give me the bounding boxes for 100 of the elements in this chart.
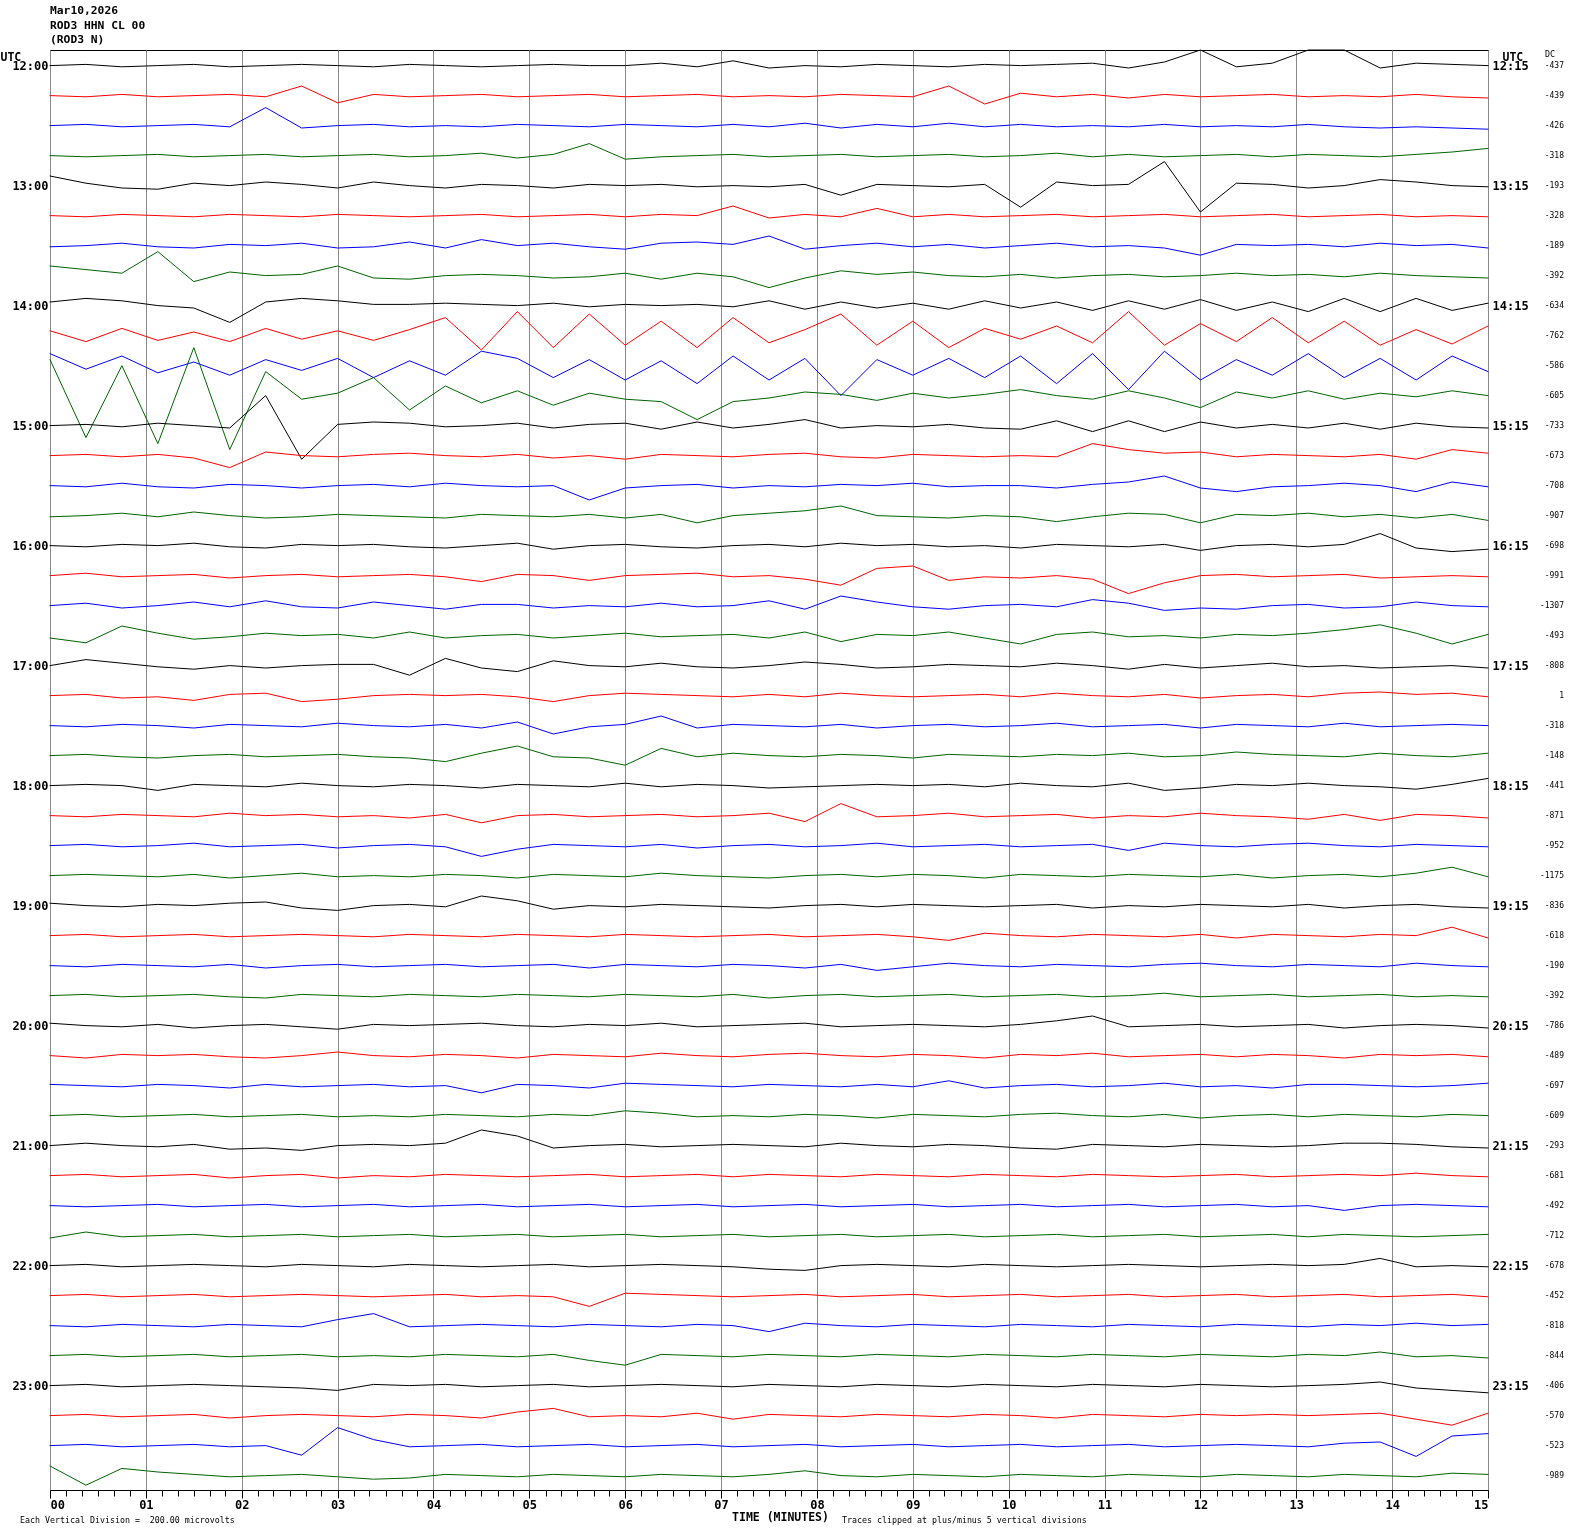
line-series — [49, 895, 1489, 911]
text: -189 — [1544, 241, 1564, 250]
text: -907 — [1544, 511, 1564, 520]
text: -786 — [1544, 1021, 1564, 1030]
line-series — [49, 657, 1489, 676]
line-series — [49, 1465, 1489, 1486]
line-series — [49, 565, 1489, 595]
line-series — [49, 624, 1489, 645]
line-series — [49, 777, 1489, 791]
text: -818 — [1544, 1321, 1564, 1330]
text: -441 — [1544, 781, 1564, 790]
line-series — [49, 205, 1489, 219]
line-series — [49, 1080, 1489, 1094]
x-tick-label: 00 — [50, 1497, 65, 1512]
text: -193 — [1544, 181, 1564, 190]
x-tick-label: 01 — [139, 1497, 154, 1512]
x-tick-label: 03 — [330, 1497, 346, 1512]
text: -586 — [1544, 361, 1564, 370]
text: -836 — [1544, 901, 1564, 910]
text: -991 — [1544, 571, 1564, 580]
x-tick-label: 11 — [1097, 1497, 1113, 1512]
y-tick-label: 18:00 — [12, 779, 49, 794]
text: -318 — [1544, 151, 1564, 160]
y2-tick-label: 23:15 — [1492, 1379, 1529, 1394]
line-series — [49, 350, 1489, 397]
line-series — [49, 1351, 1489, 1366]
y-tick-label: 20:00 — [12, 1019, 49, 1034]
line-series — [49, 347, 1489, 451]
line-series — [49, 161, 1489, 213]
text: -708 — [1544, 481, 1564, 490]
text: -489 — [1544, 1051, 1564, 1060]
line-series — [49, 691, 1489, 703]
text: -570 — [1544, 1411, 1564, 1420]
text: -605 — [1544, 391, 1564, 400]
chart-title: Mar10,2026 — [50, 4, 119, 19]
text: -634 — [1544, 301, 1564, 310]
text: -406 — [1544, 1381, 1564, 1390]
x-tick-label: 09 — [906, 1497, 921, 1512]
text: -989 — [1544, 1471, 1564, 1480]
y2-tick-label: 16:15 — [1492, 539, 1529, 554]
text: -1175 — [1539, 871, 1564, 880]
x-axis-title: TIME (MINUTES) — [732, 1509, 829, 1524]
y-tick-label: 21:00 — [12, 1139, 49, 1154]
x-tick-label: 02 — [235, 1497, 250, 1512]
text: (ROD3 N) — [50, 33, 106, 48]
text: -392 — [1544, 271, 1564, 280]
y2-tick-label: 22:15 — [1492, 1259, 1529, 1274]
x-tick-label: 12 — [1193, 1497, 1209, 1512]
text: -452 — [1544, 1291, 1564, 1300]
x-tick-label: 04 — [426, 1497, 442, 1512]
text: -678 — [1544, 1261, 1564, 1270]
chart-subtitle: ROD3 HHN CL 00 — [50, 18, 146, 33]
line-series — [49, 745, 1489, 766]
line-series — [49, 1257, 1489, 1271]
y2-tick-label: 19:15 — [1492, 899, 1529, 914]
x-tick-label: 15 — [1474, 1497, 1489, 1512]
line-series — [49, 311, 1489, 351]
y-tick-label: 19:00 — [12, 899, 49, 914]
text: -609 — [1544, 1111, 1564, 1120]
text: -493 — [1544, 631, 1564, 640]
text: -673 — [1544, 451, 1564, 460]
line-series — [49, 443, 1489, 469]
y-tick-label: 23:00 — [12, 1379, 49, 1394]
y-tick-label: 13:00 — [12, 179, 49, 194]
line-series — [49, 962, 1489, 971]
line-series — [49, 533, 1489, 553]
y2-tick-label: 17:15 — [1492, 659, 1529, 674]
y2-tick-label: 15:15 — [1492, 419, 1529, 434]
y-tick-label: 22:00 — [12, 1259, 49, 1274]
line-series — [49, 251, 1489, 289]
line-series — [49, 1427, 1489, 1457]
line-series — [49, 475, 1489, 501]
text: -1307 — [1539, 601, 1564, 610]
text: -733 — [1544, 421, 1564, 430]
text: -293 — [1544, 1141, 1564, 1150]
text: -439 — [1544, 91, 1564, 100]
text: -712 — [1544, 1231, 1564, 1240]
y2-tick-label: 14:15 — [1492, 299, 1529, 314]
text: 1 — [1559, 691, 1564, 700]
text: -426 — [1544, 121, 1564, 130]
text: -492 — [1544, 1201, 1564, 1210]
line-series — [49, 1381, 1489, 1394]
line-series — [49, 107, 1489, 130]
text: -437 — [1544, 61, 1564, 70]
y2-tick-label: 21:15 — [1492, 1139, 1529, 1154]
line-series — [49, 1292, 1489, 1307]
x-tick-label: 10 — [1001, 1497, 1017, 1512]
text: -523 — [1544, 1441, 1564, 1450]
line-series — [49, 1129, 1489, 1151]
x-tick-label: 07 — [714, 1497, 729, 1512]
text: Traces clipped at plus/minus 5 vertical divisions — [842, 1515, 1087, 1525]
line-series — [49, 926, 1489, 941]
line-series — [49, 595, 1489, 611]
line-series — [49, 297, 1489, 323]
x-tick-label: 13 — [1289, 1497, 1304, 1512]
line-series — [49, 49, 1489, 69]
text: -952 — [1544, 841, 1564, 850]
line-series — [49, 143, 1489, 160]
line-series — [49, 85, 1489, 105]
y-tick-label: 15:00 — [12, 419, 49, 434]
